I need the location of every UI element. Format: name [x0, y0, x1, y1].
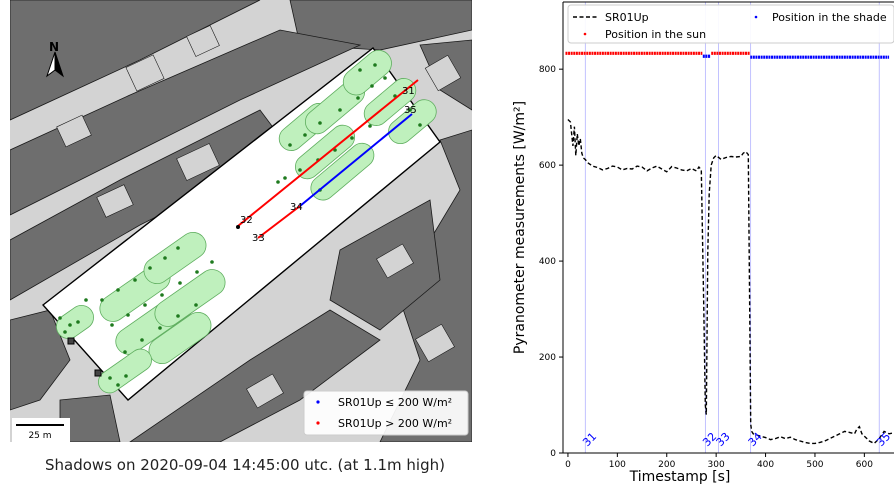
x-tick-label-500: 500: [806, 460, 823, 470]
entrance-marker: [67, 337, 75, 345]
map-label-34: 34: [290, 202, 303, 213]
y-tick-label-800: 800: [539, 65, 556, 75]
marker-label-31: 31: [580, 430, 599, 449]
x-tick-label-200: 200: [658, 460, 675, 470]
shadow-map: 31 32 33 34 35 N 25 m SR01Up ≤ 200 W/m² …: [10, 0, 472, 442]
x-axis-label: Timestamp [s]: [629, 469, 731, 485]
map-label-35: 35: [404, 105, 417, 116]
map-legend-sun: SR01Up > 200 W/m²: [338, 417, 452, 430]
building-blocks: [10, 0, 472, 442]
x-tick-label-400: 400: [757, 460, 774, 470]
legend-swatch-shade: [754, 15, 758, 19]
map-label-32a: 32: [240, 215, 253, 226]
sun-track: [237, 79, 419, 239]
legend-swatch-sun: [583, 32, 587, 36]
y-axis-label: Pyranometer measurements [W/m²]: [512, 101, 528, 354]
y-tick-label-0: 0: [550, 449, 556, 459]
x-tick-label-0: 0: [565, 460, 571, 470]
x-tick-label-100: 100: [609, 460, 626, 470]
scale-bar-box: [12, 418, 70, 442]
track-start-point: [236, 225, 240, 229]
y-tick-label-400: 400: [539, 257, 556, 267]
marker-label-35: 35: [874, 430, 893, 449]
marker-label-32: 32: [700, 430, 719, 449]
y-tick-label-600: 600: [539, 161, 556, 171]
sr01up-line: [567, 118, 894, 445]
chart-root: 0 100 200 300 400 500 600 0 200 400 600 800 Timestam…: [512, 1, 894, 485]
map-label-31: 31: [402, 86, 415, 97]
legend-box: [567, 4, 894, 44]
map-caption: Shadows on 2020-09-04 14:45:00 utc. (at …: [45, 456, 445, 474]
entrance-marker: [94, 369, 102, 377]
map-label-32b: 33: [252, 233, 265, 244]
map-legend-shade: SR01Up ≤ 200 W/m²: [338, 396, 452, 409]
legend-label-sr01up: SR01Up: [605, 11, 649, 24]
marker-label-34: 34: [746, 430, 765, 449]
north-label: N: [49, 40, 59, 54]
shade-track: [299, 113, 413, 207]
marker-label-33: 33: [714, 430, 733, 449]
legend-label-sun: Position in the sun: [605, 28, 706, 41]
legend-label-shade: Position in the shade: [772, 11, 887, 24]
y-tick-label-200: 200: [539, 353, 556, 363]
tree-canopies: [56, 49, 437, 394]
x-tick-label-300: 300: [708, 460, 725, 470]
north-arrow-icon: [46, 51, 64, 78]
scale-label: 25 m: [28, 431, 51, 441]
map-legend: [303, 390, 469, 436]
x-tick-label-600: 600: [856, 460, 873, 470]
courtyards: [56, 25, 462, 409]
